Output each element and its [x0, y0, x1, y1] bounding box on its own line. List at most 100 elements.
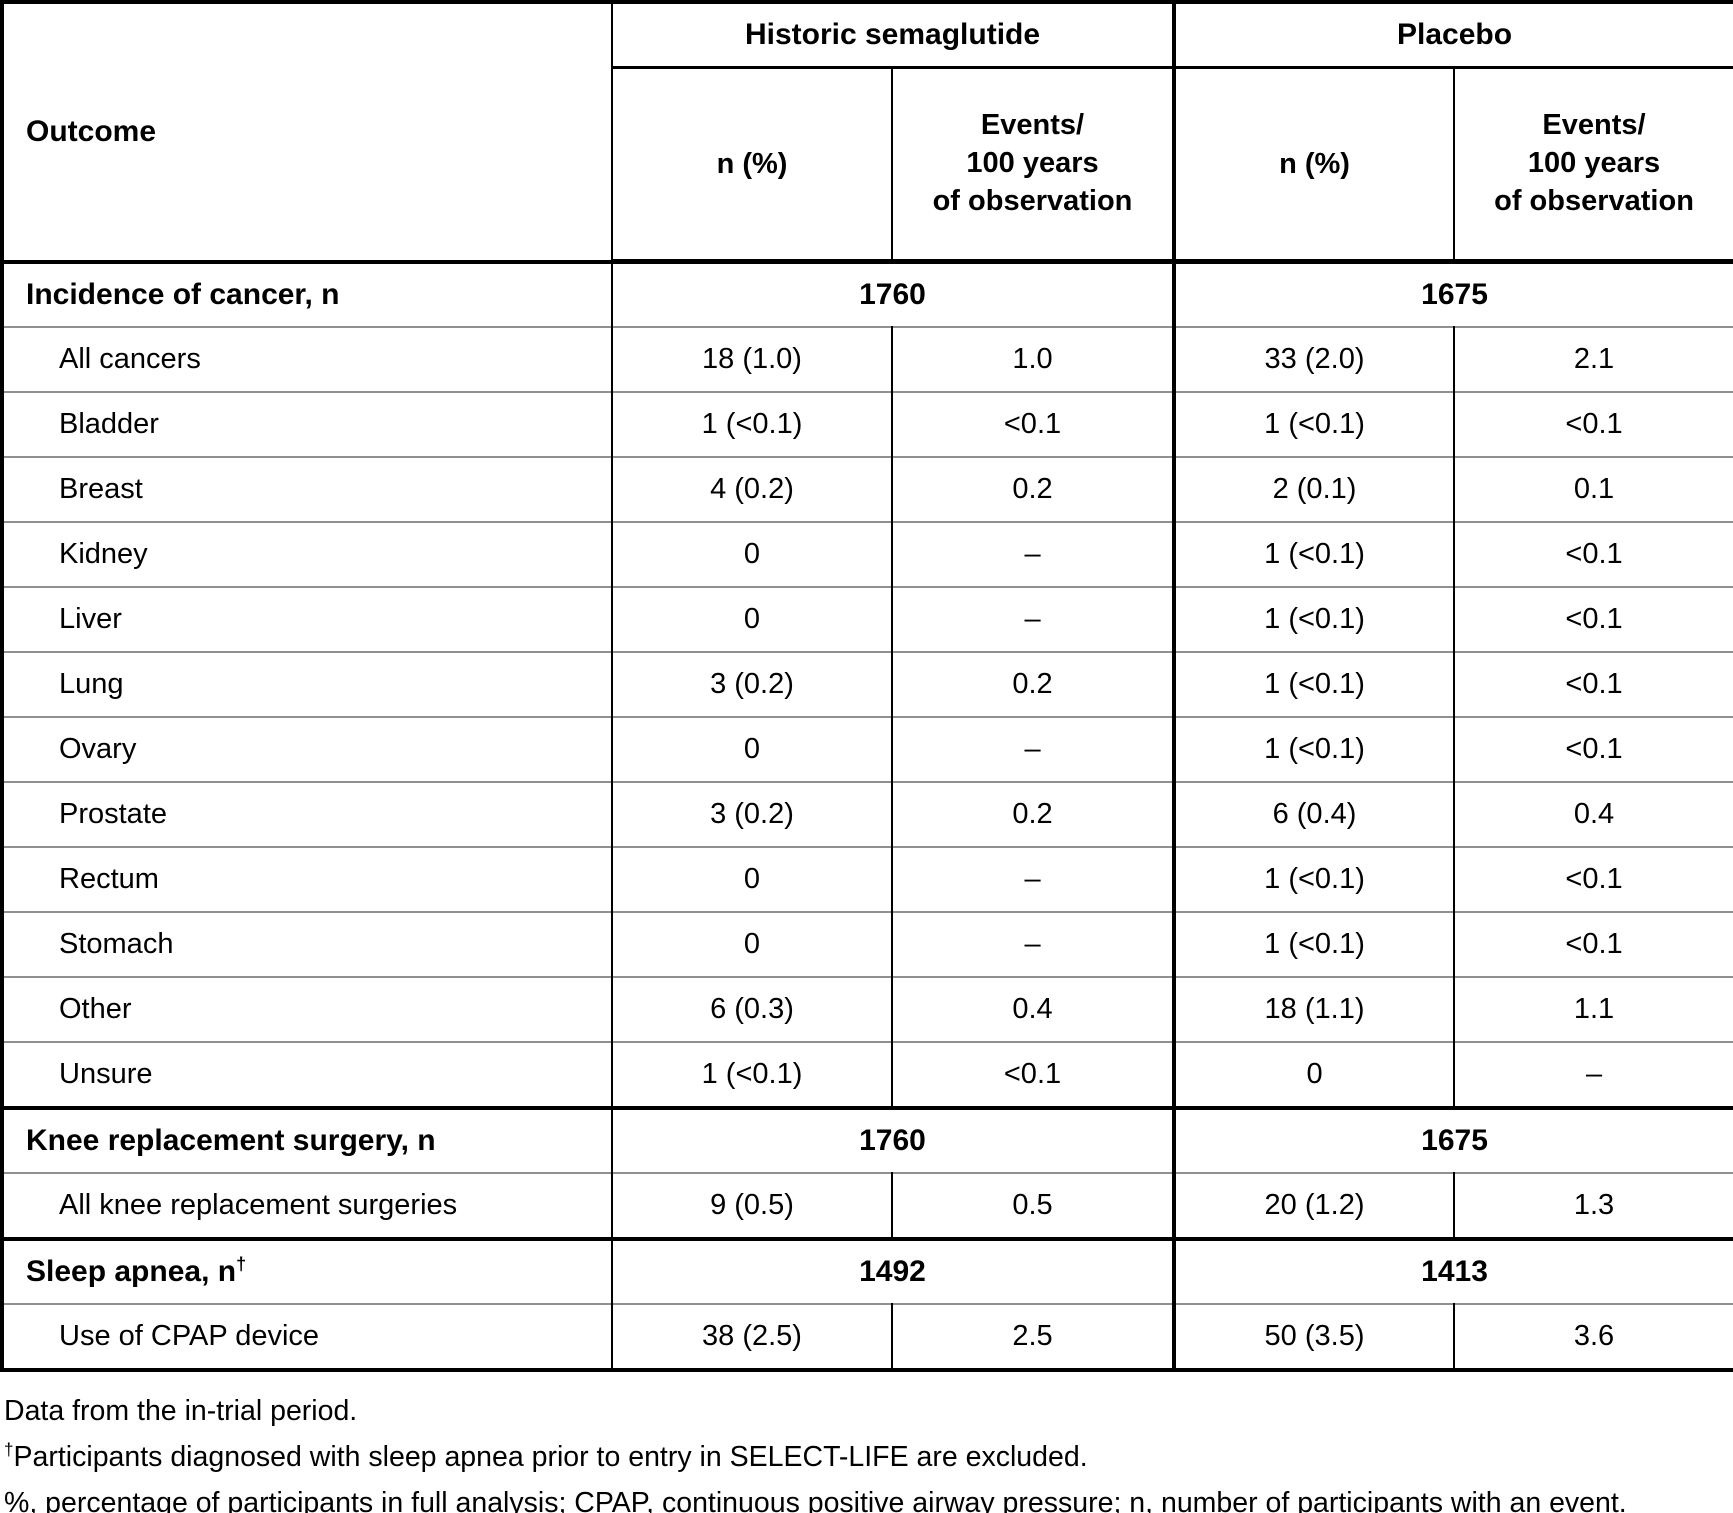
group-header-placebo: Placebo: [1174, 2, 1733, 69]
placebo-events: <0.1: [1454, 521, 1733, 587]
sema-events: –: [892, 521, 1177, 587]
footnote-text: Data from the in-trial period.: [4, 1395, 358, 1427]
placebo-n: 33 (2.0): [1174, 326, 1456, 392]
sema-n: 9 (0.5): [612, 1172, 893, 1239]
sema-events: 0.2: [892, 781, 1177, 847]
section-label: Knee replacement surgery, n: [2, 1106, 613, 1173]
placebo-events: 2.1: [1454, 326, 1733, 392]
sema-n: 0: [612, 846, 893, 912]
sema-events: 2.5: [892, 1303, 1177, 1370]
sema-events: <0.1: [892, 1041, 1177, 1108]
placebo-total: 1675: [1174, 1106, 1733, 1173]
dagger-superscript: †: [236, 1254, 247, 1274]
row-label: Lung: [2, 651, 613, 717]
row-label: Liver: [2, 586, 613, 652]
row-label: Bladder: [2, 391, 613, 457]
sema-total: 1492: [612, 1237, 1177, 1304]
placebo-events: 1.1: [1454, 976, 1733, 1042]
row-label: Breast: [2, 456, 613, 522]
table-row-prostate: Prostate 3 (0.2) 0.2 6 (0.4) 0.4: [2, 781, 1733, 847]
sema-events: –: [892, 911, 1177, 977]
table-row-kidney: Kidney 0 – 1 (<0.1) <0.1: [2, 521, 1733, 587]
sema-n: 4 (0.2): [612, 456, 893, 522]
placebo-events: <0.1: [1454, 716, 1733, 782]
sema-events: <0.1: [892, 391, 1177, 457]
placebo-n: 0: [1174, 1041, 1456, 1108]
sema-n: 18 (1.0): [612, 326, 893, 392]
footnote-sleep-apnea-exclusion: †Participants diagnosed with sleep apnea…: [4, 1440, 1733, 1473]
placebo-events: <0.1: [1454, 391, 1733, 457]
placebo-n: 18 (1.1): [1174, 976, 1456, 1042]
sema-events: 0.2: [892, 456, 1177, 522]
section-label: Sleep apnea, n†: [2, 1237, 613, 1304]
header-group-row: Outcome Historic semaglutide Placebo: [2, 2, 1733, 263]
table-row-bladder: Bladder 1 (<0.1) <0.1 1 (<0.1) <0.1: [2, 391, 1733, 457]
placebo-n: 6 (0.4): [1174, 781, 1456, 847]
table-row-liver: Liver 0 – 1 (<0.1) <0.1: [2, 586, 1733, 652]
placebo-n: 1 (<0.1): [1174, 846, 1456, 912]
table-row-unsure: Unsure 1 (<0.1) <0.1 0 –: [2, 1041, 1733, 1108]
sema-events: 0.2: [892, 651, 1177, 717]
table-row-all-cancers: All cancers 18 (1.0) 1.0 33 (2.0) 2.1: [2, 326, 1733, 392]
header-sub-row: n (%) Events/ 100 years of observation n…: [2, 67, 1733, 264]
results-table: Outcome Historic semaglutide Placebo n (…: [0, 0, 1733, 1372]
row-label: Unsure: [2, 1041, 613, 1108]
sema-n: 0: [612, 586, 893, 652]
table-row-lung: Lung 3 (0.2) 0.2 1 (<0.1) <0.1: [2, 651, 1733, 717]
sema-n: 0: [612, 716, 893, 782]
placebo-n: 1 (<0.1): [1174, 651, 1456, 717]
row-label: Use of CPAP device: [2, 1303, 613, 1370]
placebo-n: 1 (<0.1): [1174, 391, 1456, 457]
row-label: Stomach: [2, 911, 613, 977]
placebo-events: 0.1: [1454, 456, 1733, 522]
footnote-text: Participants diagnosed with sleep apnea …: [13, 1441, 1088, 1473]
placebo-n: 1 (<0.1): [1174, 716, 1456, 782]
sema-n: 0: [612, 521, 893, 587]
placebo-events-header: Events/ 100 years of observation: [1454, 67, 1733, 264]
section-row-sleep-apnea: Sleep apnea, n† 1492 1413: [2, 1237, 1733, 1304]
row-label: All cancers: [2, 326, 613, 392]
sema-events: 0.4: [892, 976, 1177, 1042]
placebo-total: 1675: [1174, 259, 1733, 327]
sema-n: 1 (<0.1): [612, 391, 893, 457]
placebo-events: 0.4: [1454, 781, 1733, 847]
sema-events: 1.0: [892, 326, 1177, 392]
row-label: All knee replacement surgeries: [2, 1172, 613, 1239]
placebo-n: 2 (0.1): [1174, 456, 1456, 522]
placebo-n: 1 (<0.1): [1174, 911, 1456, 977]
footnote-in-trial-period: Data from the in-trial period.: [4, 1396, 1733, 1427]
outcome-column-header: Outcome: [2, 2, 613, 263]
row-label: Kidney: [2, 521, 613, 587]
section-label-text: Sleep apnea, n: [26, 1255, 237, 1288]
row-label: Prostate: [2, 781, 613, 847]
table-row-stomach: Stomach 0 – 1 (<0.1) <0.1: [2, 911, 1733, 977]
row-label: Ovary: [2, 716, 613, 782]
table-row-use-of-cpap-device: Use of CPAP device 38 (2.5) 2.5 50 (3.5)…: [2, 1303, 1733, 1370]
table-footnotes: Data from the in-trial period. †Particip…: [4, 1396, 1733, 1513]
row-label: Other: [2, 976, 613, 1042]
section-row-knee-replacement: Knee replacement surgery, n 1760 1675: [2, 1106, 1733, 1173]
sema-n-pct-header: n (%): [612, 67, 893, 264]
placebo-events: <0.1: [1454, 586, 1733, 652]
sema-events-header: Events/ 100 years of observation: [892, 67, 1177, 264]
placebo-n: 1 (<0.1): [1174, 521, 1456, 587]
footnote-text: %, percentage of participants in full an…: [4, 1487, 1627, 1513]
sema-total: 1760: [612, 1106, 1177, 1173]
placebo-events: <0.1: [1454, 651, 1733, 717]
sema-n: 1 (<0.1): [612, 1041, 893, 1108]
placebo-n-pct-header: n (%): [1174, 67, 1456, 264]
placebo-events: <0.1: [1454, 911, 1733, 977]
table-row-rectum: Rectum 0 – 1 (<0.1) <0.1: [2, 846, 1733, 912]
table-row-other: Other 6 (0.3) 0.4 18 (1.1) 1.1: [2, 976, 1733, 1042]
group-header-historic-semaglutide: Historic semaglutide: [612, 2, 1177, 69]
section-row-incidence-of-cancer: Incidence of cancer, n 1760 1675: [2, 259, 1733, 327]
sema-n: 6 (0.3): [612, 976, 893, 1042]
sema-n: 38 (2.5): [612, 1303, 893, 1370]
sema-total: 1760: [612, 259, 1177, 327]
sema-events: 0.5: [892, 1172, 1177, 1239]
row-label: Rectum: [2, 846, 613, 912]
footnote-superscript: †: [4, 1440, 14, 1460]
section-label: Incidence of cancer, n: [2, 259, 613, 327]
table-row-ovary: Ovary 0 – 1 (<0.1) <0.1: [2, 716, 1733, 782]
